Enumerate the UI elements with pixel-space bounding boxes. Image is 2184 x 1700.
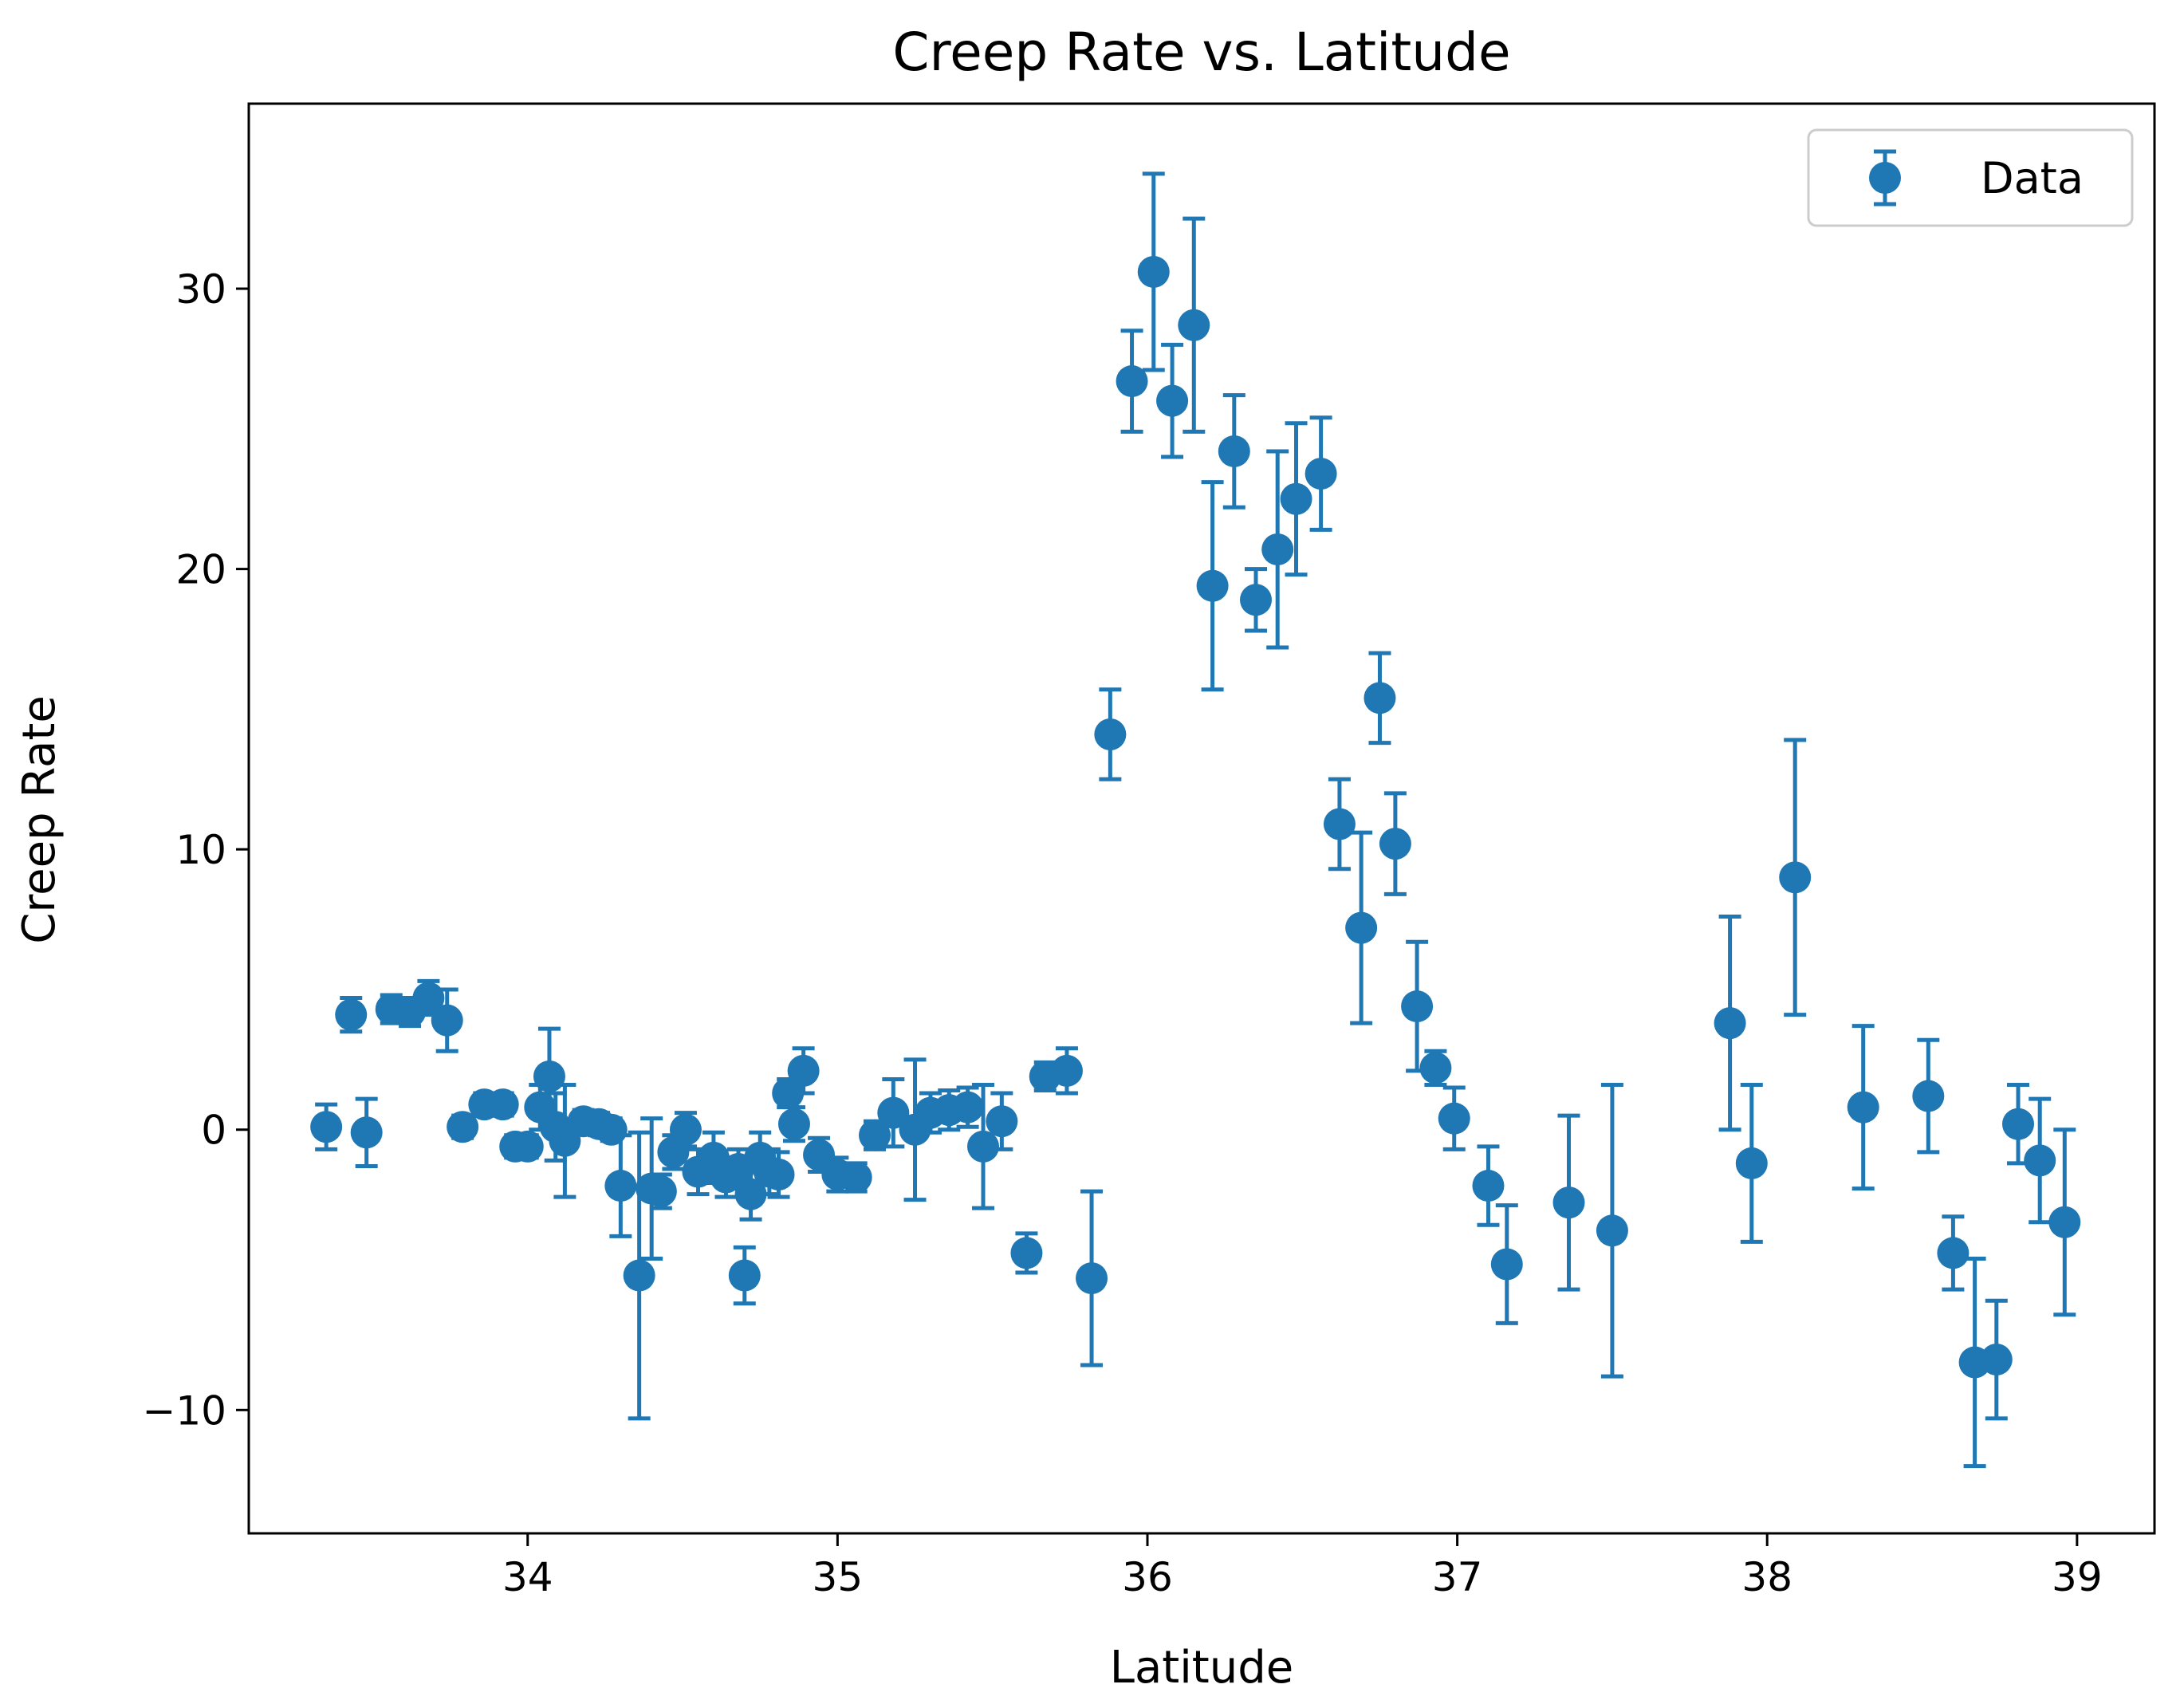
data-point	[1156, 384, 1189, 417]
y-tick-label: 10	[175, 827, 226, 873]
data-point	[335, 998, 368, 1031]
data-point	[1050, 1054, 1083, 1087]
x-tick-label: 34	[502, 1554, 553, 1600]
data-point	[2048, 1206, 2081, 1238]
data-point	[431, 1004, 463, 1037]
data-point	[1261, 533, 1294, 565]
data-point	[1240, 584, 1273, 616]
data-point	[1280, 482, 1312, 515]
data-point	[1010, 1237, 1043, 1269]
plot-frame	[247, 102, 2156, 1535]
data-point	[1323, 808, 1356, 840]
data-point	[840, 1161, 872, 1194]
data-point	[1596, 1214, 1628, 1247]
y-tick-label: 0	[201, 1108, 226, 1154]
data-point	[2002, 1108, 2035, 1140]
data-point	[604, 1170, 637, 1202]
x-tick-label: 36	[1122, 1554, 1173, 1600]
y-tick-label: −10	[142, 1387, 226, 1434]
data-point	[1364, 682, 1396, 714]
data-point	[772, 1077, 805, 1110]
data-point	[1847, 1091, 1879, 1123]
data-point	[2024, 1144, 2056, 1177]
y-axis-label: Creep Rate	[14, 695, 65, 944]
data-point	[1912, 1080, 1945, 1112]
x-axis-label: Latitude	[1110, 1642, 1293, 1694]
x-tick-label: 37	[1432, 1554, 1483, 1600]
legend-entry-label: Data	[1981, 153, 2084, 203]
data-point	[1116, 365, 1148, 398]
data-point	[1137, 255, 1170, 288]
x-tick-label: 35	[813, 1554, 864, 1600]
data-point	[734, 1178, 767, 1210]
data-point	[533, 1060, 565, 1092]
chart-title: Creep Rate vs. Latitude	[892, 22, 1510, 83]
data-point	[511, 1130, 544, 1163]
data-point	[1980, 1344, 2013, 1376]
data-point	[1304, 458, 1337, 490]
data-point	[310, 1111, 343, 1143]
data-point	[1438, 1102, 1470, 1135]
data-layer	[310, 171, 2081, 1469]
x-tick-label: 39	[2052, 1554, 2103, 1600]
y-tick-label: 20	[175, 547, 226, 593]
data-point	[967, 1130, 1000, 1163]
data-point	[1779, 861, 1812, 894]
data-point	[1472, 1170, 1505, 1202]
data-point	[1379, 828, 1411, 860]
data-point	[1076, 1262, 1108, 1295]
data-point	[1552, 1186, 1585, 1219]
data-point	[787, 1054, 820, 1087]
data-point	[1345, 911, 1378, 944]
data-point	[1196, 569, 1229, 602]
data-point	[1178, 309, 1210, 341]
x-axis: 34 35 36 37 38 39	[502, 1533, 2103, 1600]
data-point	[447, 1111, 479, 1143]
y-tick-label: 30	[175, 266, 226, 313]
data-point	[877, 1096, 910, 1129]
data-point	[412, 982, 445, 1014]
x-tick-label: 38	[1741, 1554, 1792, 1600]
data-point	[986, 1105, 1018, 1138]
data-point	[1714, 1007, 1746, 1040]
data-point	[350, 1116, 383, 1149]
data-point	[859, 1119, 891, 1151]
data-point	[486, 1088, 519, 1121]
data-point	[728, 1259, 761, 1292]
legend-marker-dot	[1869, 162, 1901, 194]
legend: Data	[1807, 128, 2134, 227]
data-point	[1937, 1237, 1970, 1269]
data-point	[669, 1113, 702, 1146]
legend-box	[1807, 128, 2134, 227]
data-point	[623, 1259, 655, 1292]
data-point	[1735, 1147, 1768, 1179]
data-point	[762, 1158, 795, 1190]
data-point	[1419, 1052, 1452, 1084]
data-point	[644, 1175, 677, 1208]
data-point	[951, 1091, 984, 1123]
data-point	[1401, 990, 1434, 1023]
data-point	[1218, 435, 1250, 467]
data-point	[1490, 1248, 1523, 1281]
y-axis: −10 0 10 20 30	[142, 266, 249, 1434]
data-point	[595, 1113, 628, 1146]
data-point	[1094, 718, 1127, 751]
data-point	[777, 1108, 810, 1140]
